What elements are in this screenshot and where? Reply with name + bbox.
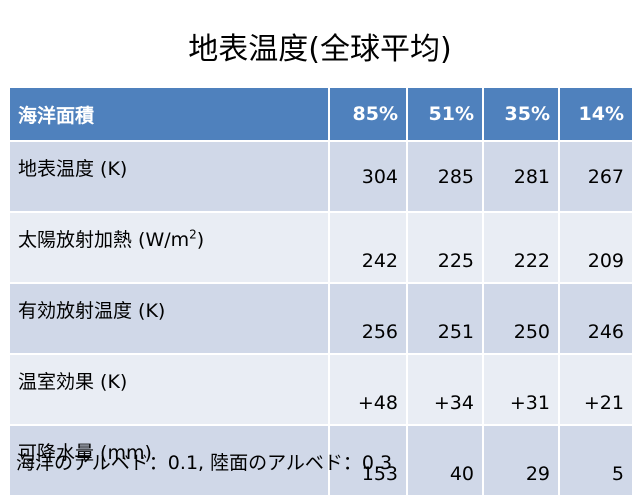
cell-value: 285 [406, 140, 484, 213]
header-value: 85% [328, 86, 408, 142]
cell-value: 40 [406, 424, 484, 497]
cell-value: +21 [558, 353, 634, 426]
header-value: 14% [558, 86, 634, 142]
row-label: 地表温度 (K) [8, 140, 330, 213]
cell-value: 304 [328, 140, 408, 213]
cell-value: 5 [558, 424, 634, 497]
slide-title: 地表温度(全球平均) [188, 32, 452, 67]
cell-value: 246 [558, 282, 634, 355]
table-row: 温室効果 (K) +48 +34 +31 +21 [8, 353, 634, 426]
table-row: 地表温度 (K) 304 285 281 267 [8, 140, 634, 213]
cell-value: 256 [328, 282, 408, 355]
table-row: 太陽放射加熱 (W/m2) 242 225 222 209 [8, 211, 634, 284]
header-value: 51% [406, 86, 484, 142]
cell-value: 250 [482, 282, 560, 355]
cell-value: 29 [482, 424, 560, 497]
row-label-suffix: ) [196, 229, 205, 251]
cell-value: 209 [558, 211, 634, 284]
albedo-footnote: 海洋のアルベド：0.1, 陸面のアルベド：0.3 [16, 452, 393, 474]
cell-value: 267 [558, 140, 634, 213]
header-label: 海洋面積 [8, 86, 330, 142]
row-label: 太陽放射加熱 (W/m2) [8, 211, 330, 284]
cell-value: +48 [328, 353, 408, 426]
row-label: 温室効果 (K) [8, 353, 330, 426]
climate-table: 海洋面積 85% 51% 35% 14% 地表温度 (K) 304 285 28… [8, 86, 634, 497]
cell-value: +31 [482, 353, 560, 426]
cell-value: 222 [482, 211, 560, 284]
header-value: 35% [482, 86, 560, 142]
row-label-prefix: 太陽放射加熱 (W/m [18, 229, 190, 251]
cell-value: 281 [482, 140, 560, 213]
cell-value: 242 [328, 211, 408, 284]
table-header-row: 海洋面積 85% 51% 35% 14% [8, 86, 634, 142]
row-label: 有効放射温度 (K) [8, 282, 330, 355]
cell-value: 225 [406, 211, 484, 284]
table-row: 有効放射温度 (K) 256 251 250 246 [8, 282, 634, 355]
row-label-superscript: 2 [189, 227, 197, 242]
cell-value: 251 [406, 282, 484, 355]
cell-value: +34 [406, 353, 484, 426]
